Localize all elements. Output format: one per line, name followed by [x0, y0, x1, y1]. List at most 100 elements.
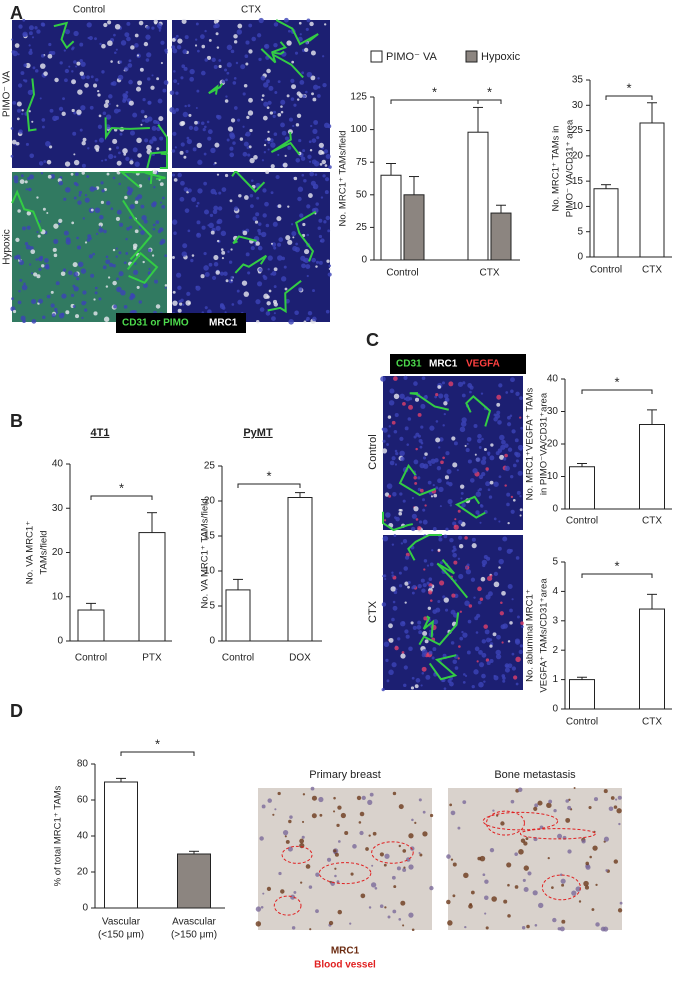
- cell: [134, 33, 139, 38]
- cell: [458, 544, 464, 549]
- cell: [191, 254, 195, 257]
- bar: [490, 212, 512, 261]
- cell: [116, 277, 119, 281]
- cell: [291, 223, 294, 226]
- cell: [407, 417, 412, 421]
- cell: [216, 114, 222, 120]
- cell: [488, 495, 493, 499]
- cell: [438, 393, 444, 399]
- cell: [559, 873, 563, 877]
- cell: [269, 138, 274, 143]
- cell: [477, 586, 482, 592]
- cell: [118, 222, 124, 227]
- cell: [164, 48, 168, 53]
- cell: [226, 138, 230, 142]
- cell: [122, 98, 127, 103]
- cell: [498, 383, 503, 388]
- cell: [18, 260, 25, 266]
- cell: [272, 299, 278, 304]
- cell: [595, 922, 600, 927]
- cell: [414, 397, 420, 402]
- cell: [62, 268, 67, 272]
- cell: [384, 577, 387, 581]
- cell: [16, 108, 22, 113]
- cell: [452, 894, 456, 898]
- cell: [521, 926, 526, 930]
- cell: [443, 401, 448, 406]
- cell: [58, 312, 65, 319]
- significance-bracket: [390, 99, 479, 104]
- cell: [30, 89, 33, 92]
- cell: [546, 802, 552, 809]
- cell: [200, 274, 205, 279]
- cell: [248, 49, 253, 54]
- panel-label: D: [10, 701, 23, 721]
- legend-text: CD31: [396, 359, 422, 370]
- cell: [418, 520, 423, 524]
- cell: [229, 199, 233, 203]
- cell: [232, 141, 236, 145]
- y-tick-label: 20: [52, 547, 64, 558]
- y-tick-label: 0: [552, 504, 558, 515]
- cell: [519, 514, 522, 517]
- micrograph: [446, 787, 623, 932]
- cell: [145, 34, 151, 40]
- cell: [432, 647, 437, 652]
- cell: [379, 852, 384, 857]
- cell: [299, 33, 302, 36]
- cell: [76, 236, 79, 240]
- cell: [519, 494, 522, 498]
- cell: [12, 50, 18, 57]
- cell: [231, 303, 235, 306]
- cell: [326, 259, 330, 263]
- cell: [462, 673, 466, 676]
- cell: [216, 173, 220, 176]
- cell: [24, 242, 29, 246]
- x-tick-label: CTX: [480, 268, 500, 279]
- cell: [247, 271, 251, 275]
- cell: [457, 826, 461, 830]
- cell: [140, 123, 143, 126]
- cell: [507, 415, 511, 420]
- cell: [68, 65, 71, 68]
- cell: [515, 556, 520, 560]
- cell: [323, 23, 327, 26]
- cell: [307, 310, 313, 316]
- cell: [84, 83, 89, 88]
- cell: [73, 60, 77, 64]
- cell: [493, 581, 500, 588]
- y-tick-label: 15: [204, 531, 216, 542]
- cell: [322, 82, 327, 88]
- cell: [180, 298, 184, 303]
- cell: [130, 45, 135, 50]
- cell: [175, 34, 179, 38]
- cell: [411, 676, 415, 680]
- cell: [93, 83, 98, 88]
- cell: [454, 524, 457, 528]
- vessel: [382, 511, 414, 532]
- cell: [78, 190, 83, 195]
- cell: [449, 681, 454, 687]
- cell: [295, 157, 301, 163]
- cell: [485, 481, 491, 487]
- significance-bracket: [237, 483, 301, 488]
- cell: [402, 621, 406, 625]
- cell: [317, 226, 322, 230]
- cell: [403, 566, 409, 571]
- cell: [471, 543, 477, 549]
- cell: [464, 536, 468, 540]
- cell: [102, 111, 107, 115]
- cell: [424, 504, 427, 507]
- cell: [194, 120, 198, 125]
- cell: [560, 878, 566, 884]
- cell: [224, 99, 229, 103]
- cell: [422, 810, 426, 814]
- significance-mark: *: [432, 84, 437, 99]
- cell: [261, 159, 265, 162]
- cell: [405, 634, 410, 639]
- cell: [277, 153, 280, 157]
- cell: [617, 795, 622, 800]
- legend-text: CD31 or PIMO: [122, 318, 189, 329]
